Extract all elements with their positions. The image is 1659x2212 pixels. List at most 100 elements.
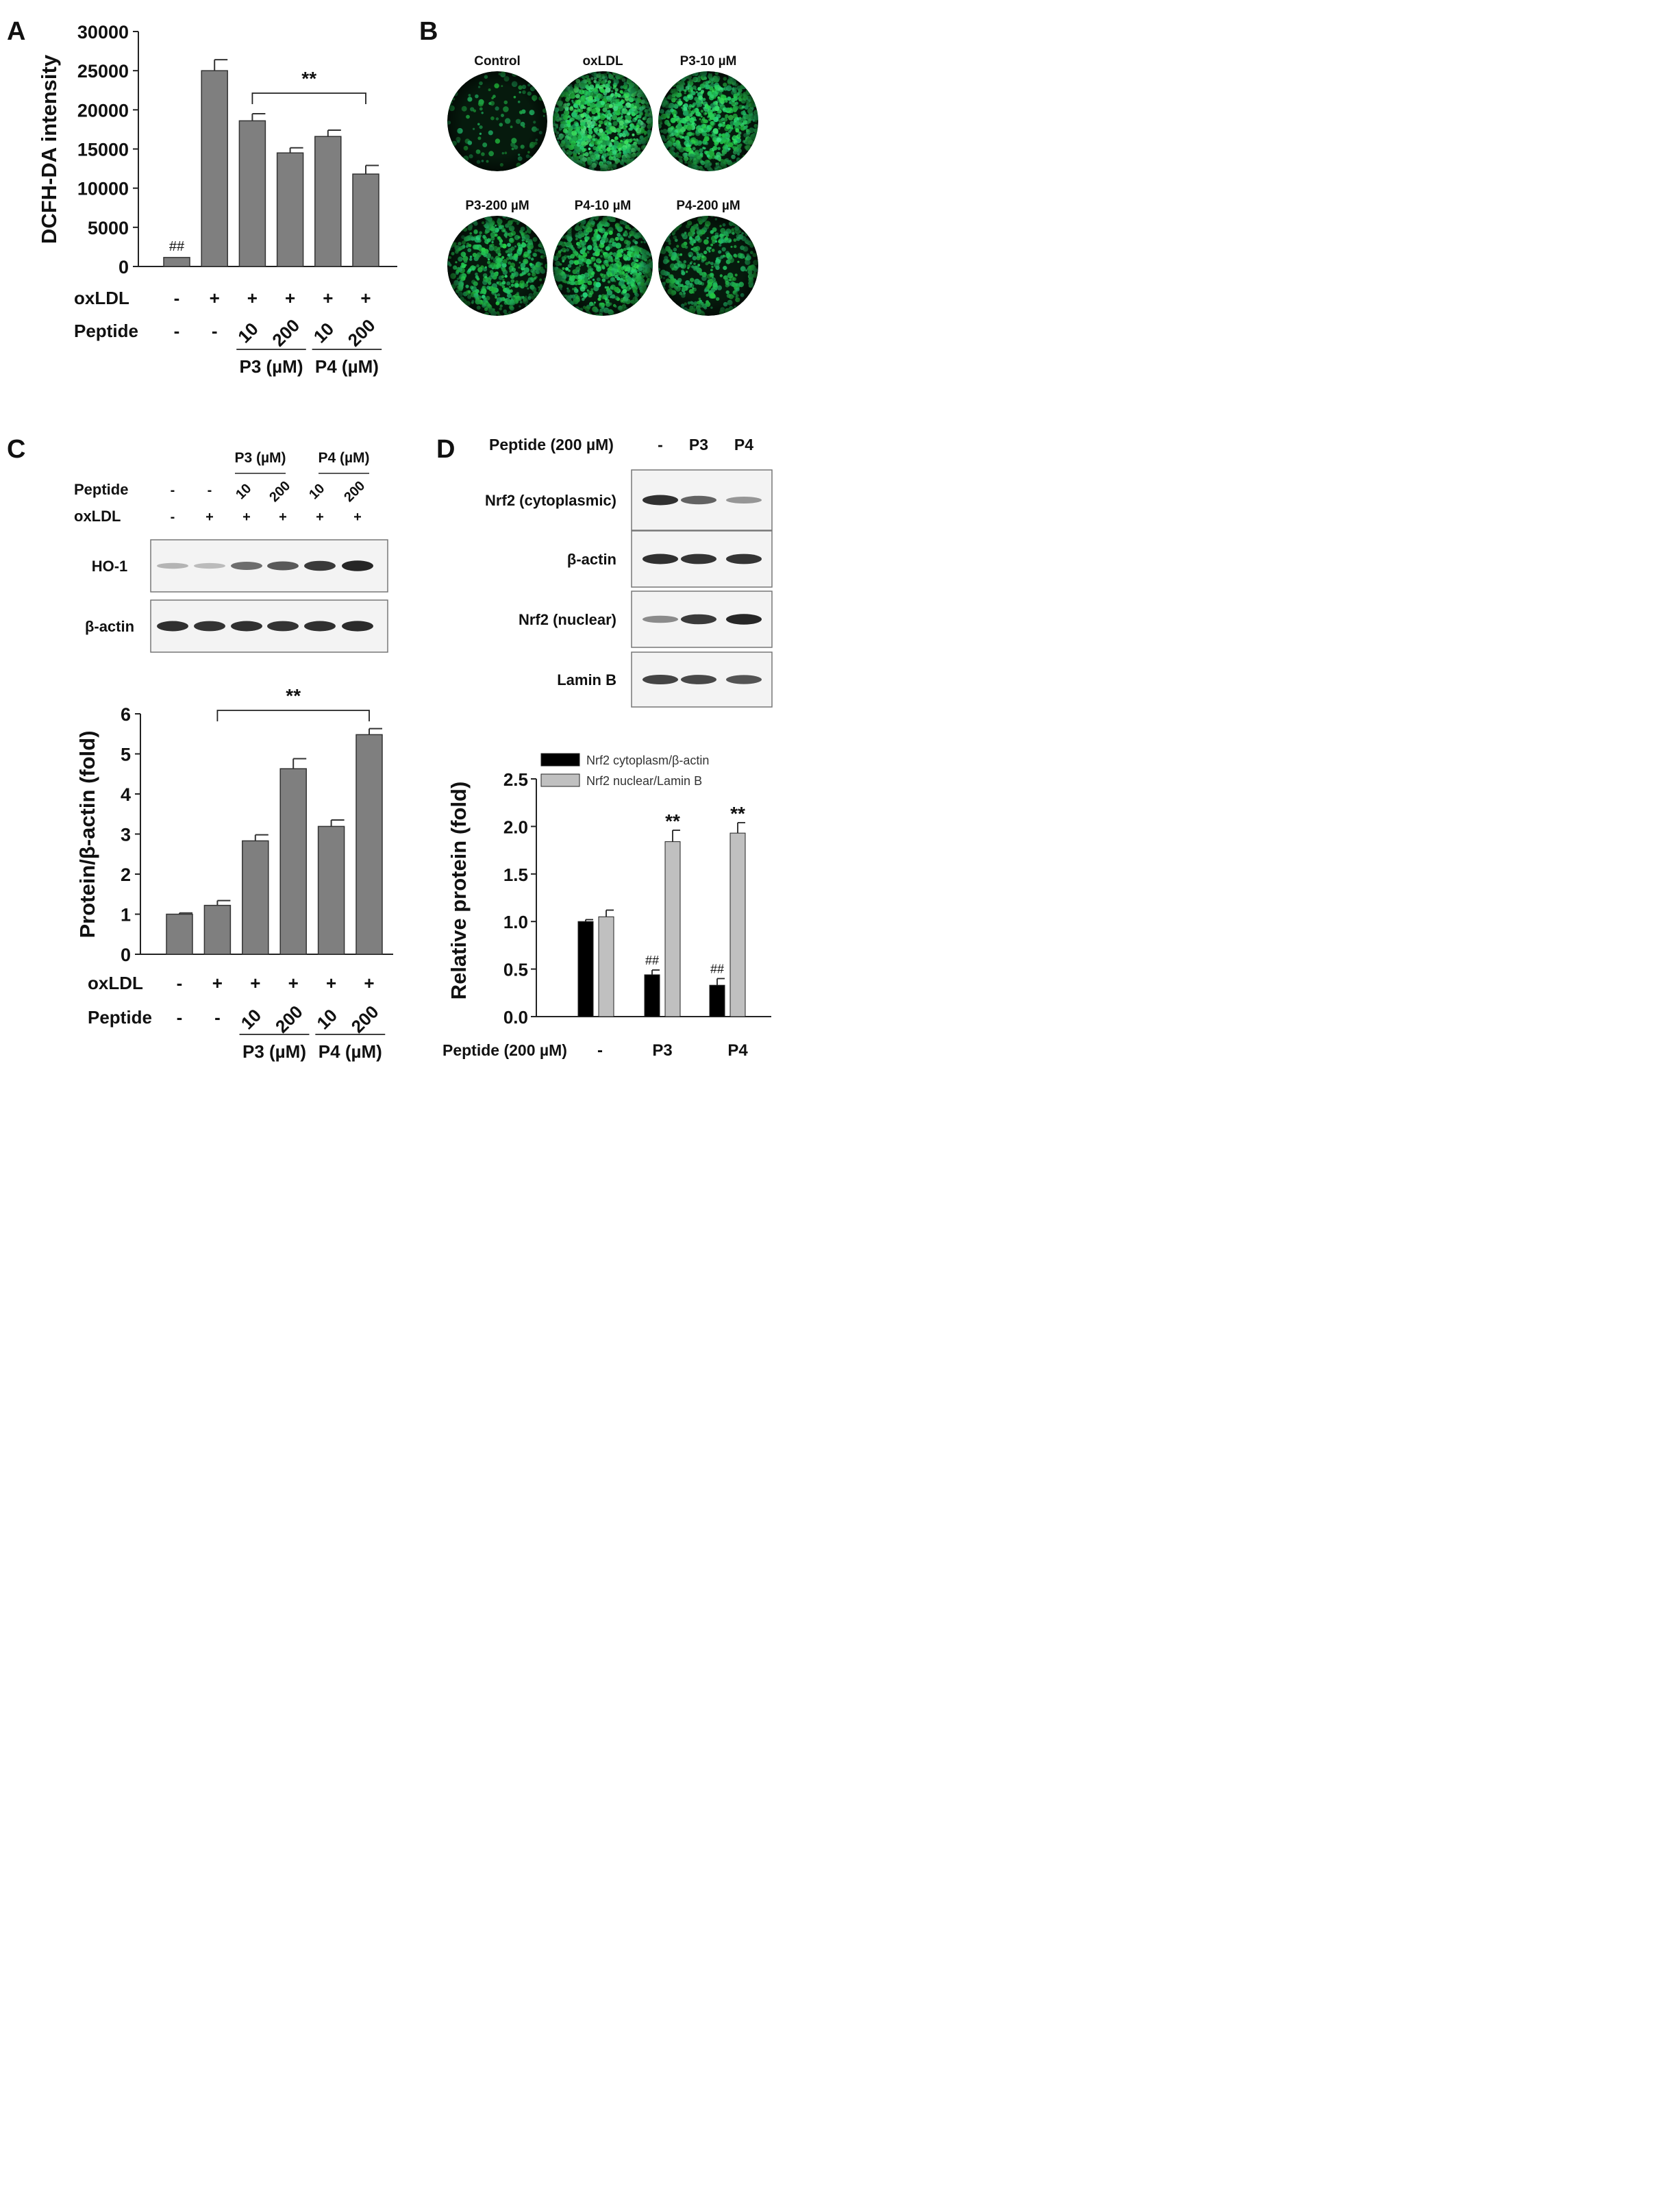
treatment-value: 200 xyxy=(271,1002,307,1037)
panel-letter-a: A xyxy=(7,17,25,46)
y-tick-label: 15000 xyxy=(77,140,129,160)
image-vignette xyxy=(658,216,758,316)
blot-row-value: - xyxy=(208,483,212,498)
bar xyxy=(664,841,681,1017)
bar-annotation: ** xyxy=(730,803,745,824)
blot-band xyxy=(726,675,762,684)
blot-band xyxy=(726,614,762,625)
blot-band xyxy=(643,495,678,506)
bar xyxy=(201,70,228,267)
bar xyxy=(709,984,725,1017)
figure-canvas: A B C D DCFH-DA intensity 05000100001500… xyxy=(0,0,806,1074)
treatment-value: 10 xyxy=(312,1005,341,1034)
y-tick-label: 0.5 xyxy=(503,960,528,980)
image-label: Control xyxy=(474,54,521,69)
y-tick-label: 2.5 xyxy=(503,769,528,790)
blot-band xyxy=(726,554,762,564)
treatment-value: 200 xyxy=(268,315,303,351)
y-tick-label: 1 xyxy=(121,905,131,925)
blot-band-label: HO-1 xyxy=(92,558,128,575)
group-label: P3 (µM) xyxy=(242,1041,306,1062)
blot-band xyxy=(681,495,716,505)
bar xyxy=(729,832,746,1017)
image-vignette xyxy=(658,71,758,171)
blot-band xyxy=(304,621,336,632)
blot-band xyxy=(194,621,225,632)
blot-band xyxy=(643,615,678,623)
x-tick-label: P3 xyxy=(652,1041,672,1060)
group-label: P3 (µM) xyxy=(240,356,303,377)
treatment-value: - xyxy=(177,973,183,993)
fluorescence-image xyxy=(658,71,758,171)
treatment-value: - xyxy=(212,321,218,341)
image-label: P4-200 µM xyxy=(676,199,740,213)
y-tick-label: 2.0 xyxy=(503,817,528,837)
treatment-row-label: oxLDL xyxy=(74,288,129,308)
bar xyxy=(276,152,304,267)
panel-b-fluorescence-images: Control oxLDL P3-10 µM P3-200 µM P4-10 µM P4-… xyxy=(447,54,758,316)
panel-letter-b: B xyxy=(419,17,438,46)
panel-letter-c: C xyxy=(7,435,25,464)
bar xyxy=(238,120,266,267)
bar xyxy=(352,173,379,267)
image-label: P4-10 µM xyxy=(575,199,632,213)
blot-band xyxy=(342,560,373,571)
blot-row-value: - xyxy=(171,510,175,525)
blot-row-value: + xyxy=(353,510,362,525)
y-tick-label: 1.0 xyxy=(503,912,528,932)
blot-band xyxy=(267,561,299,571)
blot-band xyxy=(231,621,262,632)
blot-band xyxy=(342,621,373,632)
bar xyxy=(317,825,345,955)
image-vignette xyxy=(553,71,653,171)
blot-band-label: Nrf2 (cytoplasmic) xyxy=(485,492,616,509)
blot-band xyxy=(643,675,678,684)
x-tick-label: P4 xyxy=(727,1041,748,1060)
treatment-value: 10 xyxy=(234,319,262,347)
blot-row-label: Peptide xyxy=(74,481,128,498)
treatment-value: 200 xyxy=(344,315,379,351)
blot-row-value: 200 xyxy=(266,478,293,505)
y-tick-label: 5000 xyxy=(88,218,129,238)
significance-label: ** xyxy=(286,685,301,706)
treatment-value: 200 xyxy=(347,1002,383,1037)
blot-band xyxy=(643,554,678,564)
panel-d-western-blot: Peptide (200 µM) - P3 P4 Nrf2 (cytoplasmic) β… xyxy=(485,436,773,708)
significance-label: ** xyxy=(301,68,316,89)
treatment-value: + xyxy=(210,288,220,308)
fluorescence-image xyxy=(658,216,758,316)
blot-row-value: 200 xyxy=(341,478,368,505)
bar-annotation: ## xyxy=(710,962,724,975)
bar-annotation: ## xyxy=(169,239,185,254)
image-vignette xyxy=(447,216,547,316)
significance-bracket xyxy=(216,710,370,721)
treatment-value: + xyxy=(212,973,223,993)
y-tick-label: 20000 xyxy=(77,100,129,121)
treatment-value: - xyxy=(214,1007,221,1028)
bar xyxy=(166,913,193,955)
legend-label: Nrf2 cytoplasm/β-actin xyxy=(586,754,709,767)
image-label: oxLDL xyxy=(582,54,623,69)
treatment-value: - xyxy=(177,1007,183,1028)
blot-row-value: + xyxy=(205,510,214,525)
blot-band xyxy=(157,621,188,632)
y-tick-label: 6 xyxy=(121,704,131,725)
panel-c-y-axis-label: Protein/β-actin (fold) xyxy=(75,730,99,938)
blot-row-value: 10 xyxy=(306,481,327,502)
blot-band xyxy=(231,562,262,570)
blot-header-value: P3 xyxy=(689,436,708,453)
treatment-value: + xyxy=(323,288,333,308)
treatment-row-label: Peptide xyxy=(88,1007,152,1028)
blot-band xyxy=(194,562,225,569)
bar xyxy=(242,840,269,955)
treatment-value: - xyxy=(174,288,180,308)
treatment-value: + xyxy=(364,973,374,993)
bar xyxy=(356,734,383,955)
panel-d-bar-chart: Relative protein (fold) Peptide (200 µM)… xyxy=(442,753,771,1060)
significance-bracket xyxy=(251,92,366,104)
image-vignette xyxy=(553,216,653,316)
y-tick-label: 2 xyxy=(121,865,131,885)
treatment-value: + xyxy=(288,973,299,993)
treatment-value: 10 xyxy=(237,1005,266,1034)
treatment-value: + xyxy=(326,973,336,993)
